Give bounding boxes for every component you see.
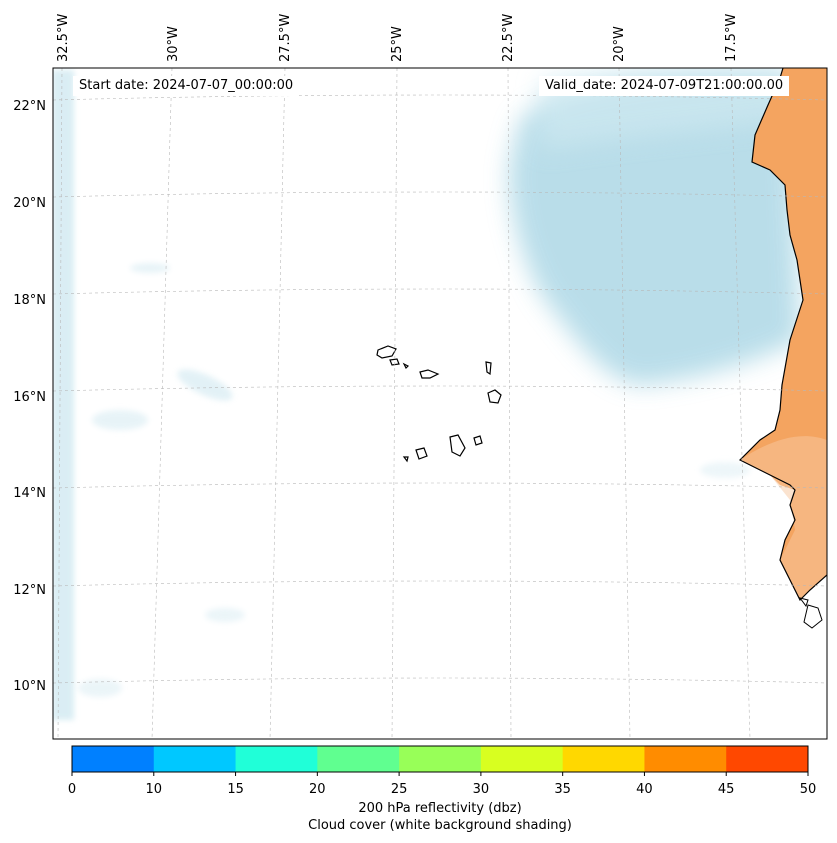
colorbar-segment — [399, 746, 482, 772]
colorbar-tick-label: 25 — [390, 782, 408, 797]
start-date-label: Start date: 2024-07-07_00:00:00 — [73, 76, 300, 96]
longitude-labels: 32.5°W 30°W 27.5°W 25°W 22.5°W 20°W 17.5… — [56, 14, 739, 62]
latitude-labels: 22°N 20°N 18°N 16°N 14°N 12°N 10°N — [13, 99, 46, 694]
colorbar-tick-label: 15 — [227, 782, 244, 797]
colorbar-frame — [71, 745, 809, 773]
lat-label: 10°N — [13, 679, 46, 694]
colorbar-segment — [726, 746, 809, 772]
lat-label: 22°N — [13, 99, 46, 114]
colorbar-segment — [153, 746, 237, 772]
lat-label: 18°N — [13, 293, 46, 308]
lon-label: 22.5°W — [501, 14, 516, 62]
lat-label: 12°N — [13, 583, 46, 598]
lat-label: 14°N — [13, 486, 46, 501]
colorbar-tickmarks — [71, 772, 809, 776]
lon-label: 27.5°W — [278, 14, 293, 62]
colorbar-tick-label: 35 — [554, 782, 571, 797]
cabo-verde-islands — [376, 345, 502, 463]
map-frame — [52, 67, 828, 740]
colorbar-tick-label: 20 — [309, 782, 326, 797]
colorbar — [72, 746, 809, 772]
colorbar-segment — [235, 746, 318, 772]
colorbar-tick-label: 30 — [472, 782, 490, 797]
colorbar-sublabel: Cloud cover (white background shading) — [308, 818, 572, 833]
colorbar-segment — [72, 746, 155, 772]
colorbar-segment — [480, 746, 564, 772]
lon-label: 25°W — [390, 26, 405, 62]
colorbar-segment — [644, 746, 727, 772]
lon-label: 17.5°W — [724, 14, 739, 62]
map-area — [53, 68, 827, 739]
valid-date-label: Valid_date: 2024-07-09T21:00:00.00 — [539, 76, 790, 96]
colorbar-tick-label: 45 — [717, 782, 735, 797]
colorbar-segment — [317, 746, 400, 772]
colorbar-segment — [562, 746, 645, 772]
colorbar-label: 200 hPa reflectivity (dbz) — [358, 801, 522, 816]
lat-label: 20°N — [13, 196, 46, 211]
coastline — [738, 68, 827, 602]
colorbar-tick-label: 50 — [799, 782, 817, 797]
lon-label: 32.5°W — [56, 14, 71, 62]
lat-label: 16°N — [13, 390, 46, 405]
colorbar-tick-label: 0 — [67, 782, 77, 797]
colorbar-tick-label: 40 — [636, 782, 653, 797]
lon-label: 30°W — [166, 26, 181, 62]
gridlines — [53, 68, 827, 739]
colorbar-tick-label: 10 — [145, 782, 163, 797]
lon-label: 20°W — [612, 26, 627, 62]
